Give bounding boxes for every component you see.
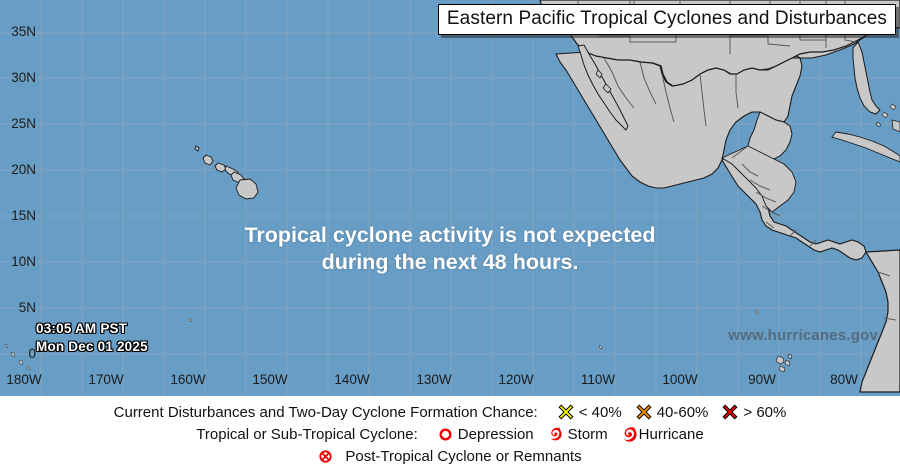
legend-row-post-tropical: Post-Tropical Cyclone or Remnants xyxy=(0,445,900,467)
lat-label-30n: 30N xyxy=(11,70,36,85)
lon-label-150w: 150W xyxy=(252,372,288,387)
land-yucatan-peninsula xyxy=(747,111,793,163)
lon-label-180w: 180W xyxy=(6,372,42,387)
legend-item-storm[interactable]: Storm xyxy=(548,426,608,443)
lon-label-170w: 170W xyxy=(88,372,124,387)
land-gulf-of-california-islands xyxy=(595,69,612,94)
lon-label-130w: 130W xyxy=(416,372,452,387)
lon-label-90w: 90W xyxy=(748,372,776,387)
legend-formation-label: Current Disturbances and Two-Day Cyclone… xyxy=(113,403,538,421)
land-south-america xyxy=(859,249,900,393)
lat-label-25n: 25N xyxy=(11,116,36,131)
hurricane-spiral-icon xyxy=(623,427,637,442)
lon-label-100w: 100W xyxy=(662,372,698,387)
land-galapagos-islands xyxy=(775,353,793,373)
legend-row-cyclone-types: Tropical or Sub-Tropical Cyclone: Depres… xyxy=(0,423,900,445)
legend-item-chance-low-label: < 40% xyxy=(578,403,622,421)
depression-circle-icon xyxy=(439,427,452,441)
lon-label-110w: 110W xyxy=(580,372,616,387)
lat-label-0: 0 xyxy=(28,346,36,361)
legend-item-chance-medium-label: 40-60% xyxy=(656,403,709,421)
legend-item-hurricane-label: Hurricane xyxy=(638,425,704,443)
land-hispaniola xyxy=(891,119,900,133)
site-watermark: www.hurricanes.gov xyxy=(728,327,878,344)
timestamp-date: Mon Dec 01 2025 xyxy=(36,339,148,354)
x-marker-orange-icon xyxy=(636,404,652,420)
land-cuba xyxy=(831,131,900,163)
water-lake-nicaragua xyxy=(765,242,780,254)
storm-spiral-icon xyxy=(550,427,562,441)
map-title-plate: Eastern Pacific Tropical Cyclones and Di… xyxy=(437,4,896,35)
timestamp-time: 03:05 AM PST xyxy=(36,321,128,336)
legend-item-storm-label: Storm xyxy=(567,425,608,443)
lon-label-120w: 120W xyxy=(498,372,534,387)
legend-item-post-tropical[interactable]: Post-Tropical Cyclone or Remnants xyxy=(318,447,582,465)
legend-item-post-tropical-label: Post-Tropical Cyclone or Remnants xyxy=(345,447,582,465)
lon-label-80w: 80W xyxy=(830,372,858,387)
x-marker-red-icon xyxy=(722,404,738,420)
land-bahamas xyxy=(875,103,897,128)
map-canvas[interactable]: Eastern Pacific Tropical Cyclones and Di… xyxy=(0,0,900,396)
activity-message-line2: during the next 48 hours. xyxy=(321,250,579,274)
legend-cyclone-label: Tropical or Sub-Tropical Cyclone: xyxy=(196,425,418,443)
legend-item-chance-high[interactable]: > 60% xyxy=(722,404,786,421)
activity-message: Tropical cyclone activity is not expecte… xyxy=(0,222,900,276)
timestamp-block: 03:05 AM PST Mon Dec 01 2025 xyxy=(36,320,148,356)
land-hawaiian-islands xyxy=(194,145,259,200)
legend-item-hurricane[interactable]: Hurricane xyxy=(622,426,704,443)
post-tropical-circle-x-icon xyxy=(319,449,332,463)
land-central-america-interior xyxy=(721,145,797,213)
lat-label-15n: 15N xyxy=(11,208,36,223)
page-title: Eastern Pacific Tropical Cyclones and Di… xyxy=(446,8,887,29)
map-legend: Current Disturbances and Two-Day Cyclone… xyxy=(0,396,900,469)
activity-message-line1: Tropical cyclone activity is not expecte… xyxy=(244,223,656,247)
legend-row-formation-chance: Current Disturbances and Two-Day Cyclone… xyxy=(0,401,900,423)
land-small-islands xyxy=(4,309,759,371)
legend-item-chance-high-label: > 60% xyxy=(743,403,787,421)
lat-label-10n: 10N xyxy=(11,254,36,269)
legend-item-depression[interactable]: Depression xyxy=(438,426,534,443)
legend-item-depression-label: Depression xyxy=(457,425,534,443)
lon-label-160w: 160W xyxy=(170,372,206,387)
lat-label-5n: 5N xyxy=(18,300,36,315)
lon-label-140w: 140W xyxy=(334,372,370,387)
lat-label-35n: 35N xyxy=(11,24,36,39)
legend-item-chance-medium[interactable]: 40-60% xyxy=(636,403,709,421)
legend-item-chance-low[interactable]: < 40% xyxy=(558,404,622,421)
x-marker-yellow-icon xyxy=(558,404,574,420)
lat-label-20n: 20N xyxy=(11,162,36,177)
land-florida xyxy=(852,41,881,115)
